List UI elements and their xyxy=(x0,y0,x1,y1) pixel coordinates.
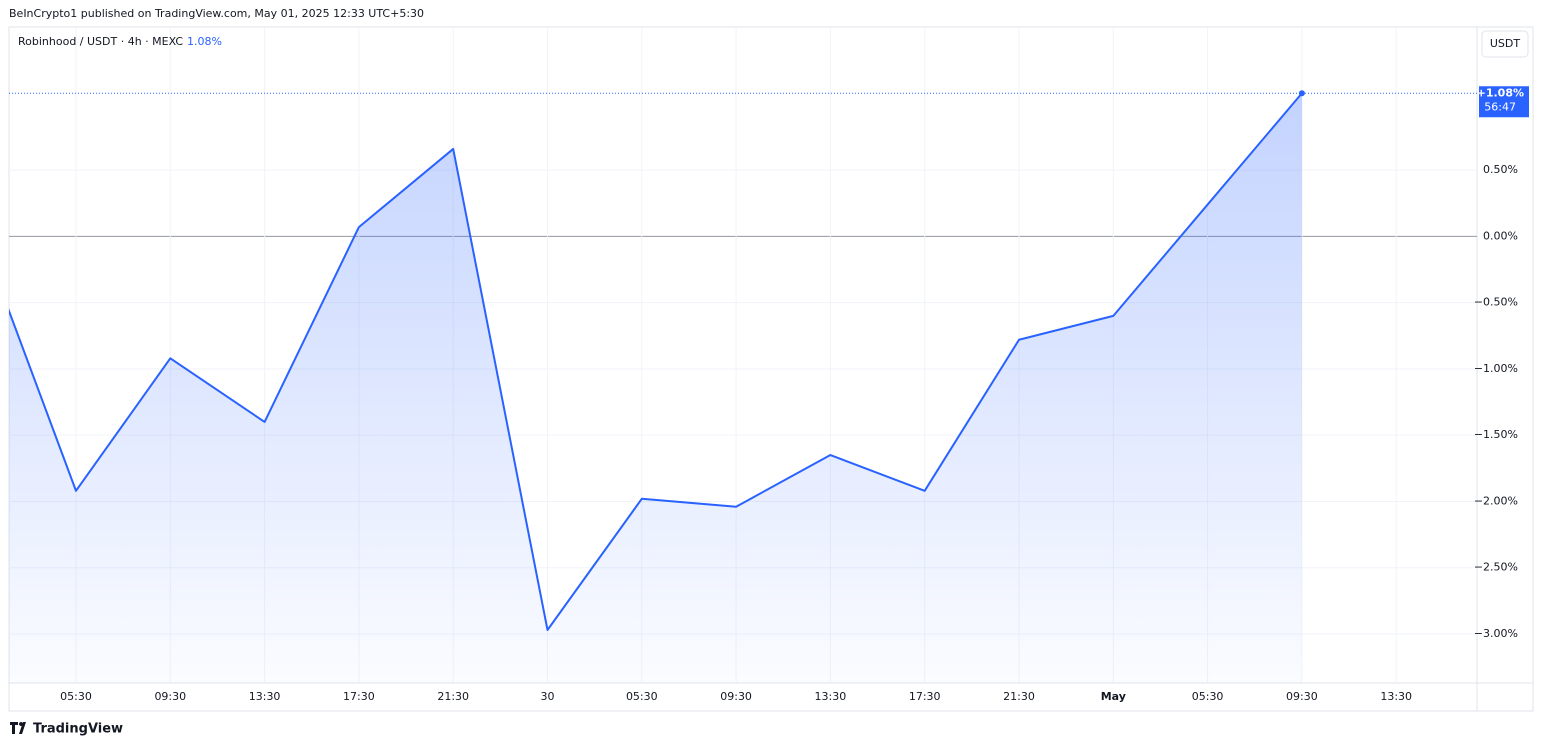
x-tick-label: 17:30 xyxy=(909,690,941,703)
x-tick-label: 21:30 xyxy=(1003,690,1035,703)
x-tick-label: 05:30 xyxy=(60,690,92,703)
chart-title: Robinhood / USDT · 4h · MEXC xyxy=(18,35,183,48)
x-tick-label: 17:30 xyxy=(343,690,375,703)
footer: TradingView xyxy=(33,722,123,737)
x-tick-label: 13:30 xyxy=(815,690,847,703)
y-tick-label: 0.00% xyxy=(1483,229,1518,242)
x-tick-label: 13:30 xyxy=(1380,690,1412,703)
y-tick-label: −3.00% xyxy=(1474,627,1518,640)
currency-label: USDT xyxy=(1490,37,1521,50)
y-tick-label: 0.50% xyxy=(1483,163,1518,176)
change-label: 1.08% xyxy=(187,35,222,48)
x-tick-label: 05:30 xyxy=(1192,690,1224,703)
y-tick-label: −1.00% xyxy=(1474,362,1518,375)
last-price-tag xyxy=(1479,86,1529,118)
last-point xyxy=(1298,90,1305,97)
y-tick-label: −1.50% xyxy=(1474,428,1518,441)
last-price-label: +1.08% xyxy=(1477,86,1524,99)
price-line xyxy=(9,92,1303,631)
y-tick-label: −2.00% xyxy=(1474,494,1518,507)
x-tick-label: 09:30 xyxy=(720,690,752,703)
countdown: 56:47 xyxy=(1484,100,1516,113)
area-fill xyxy=(9,93,1302,683)
x-tick-label: 09:30 xyxy=(1286,690,1318,703)
footer-logo: TradingView xyxy=(10,722,123,737)
publisher: BeInCrypto1 published on TradingView.com… xyxy=(9,7,424,20)
x-tick-label: 13:30 xyxy=(249,690,281,703)
y-tick-label: −2.50% xyxy=(1474,561,1518,574)
y-tick-label: −0.50% xyxy=(1474,296,1518,309)
x-tick-label: 21:30 xyxy=(437,690,469,703)
x-tick-label: May xyxy=(1101,690,1126,703)
x-tick-label: 30 xyxy=(541,690,555,703)
axes: 0.50% 0.00% −0.50% −1.00% −1.50% −2.00% −2.50%… xyxy=(60,86,1529,703)
x-tick-label: 09:30 xyxy=(154,690,186,703)
currency-button[interactable] xyxy=(1481,30,1529,58)
plot xyxy=(9,90,1477,683)
x-tick-label: 05:30 xyxy=(626,690,658,703)
